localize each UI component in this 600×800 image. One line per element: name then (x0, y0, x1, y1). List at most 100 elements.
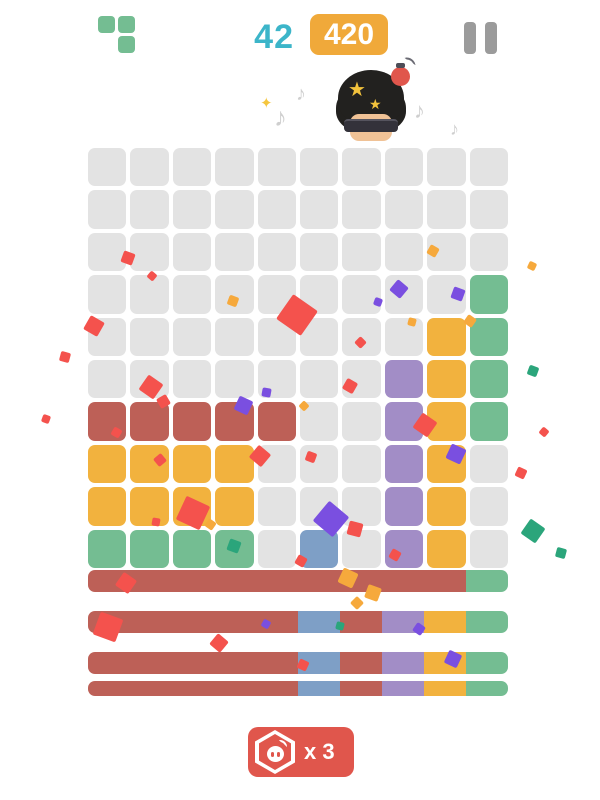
board-cell[interactable] (384, 317, 424, 356)
board-cell[interactable] (172, 190, 212, 229)
board-cell[interactable] (342, 232, 381, 272)
board-cell[interactable] (88, 487, 127, 526)
board-cell[interactable] (469, 317, 508, 356)
board-cell[interactable] (342, 444, 381, 484)
pause-button[interactable] (464, 22, 497, 54)
board-cell[interactable] (384, 487, 424, 526)
board-cell[interactable] (469, 148, 508, 187)
board-cell[interactable] (384, 359, 424, 399)
board-cell[interactable] (427, 359, 466, 399)
board-cell[interactable] (384, 190, 424, 229)
board-cell[interactable] (342, 275, 381, 314)
board-cell[interactable] (342, 148, 381, 187)
board-cell[interactable] (384, 529, 424, 568)
board-cell[interactable] (469, 487, 508, 526)
board-cell[interactable] (172, 402, 212, 441)
board-cell[interactable] (130, 232, 169, 272)
pause-icon (485, 22, 497, 54)
board-cell[interactable] (427, 529, 466, 568)
clearing-row-bar (88, 570, 508, 592)
board-cell[interactable] (88, 402, 127, 441)
board-cell[interactable] (342, 190, 381, 229)
board-cell[interactable] (469, 232, 508, 272)
board-cell[interactable] (215, 487, 254, 526)
board-cell[interactable] (88, 529, 127, 568)
board-cell[interactable] (469, 529, 508, 568)
board-cell[interactable] (469, 402, 508, 441)
board-cell[interactable] (384, 275, 424, 314)
board-cell[interactable] (257, 402, 296, 441)
clearing-row-segment (88, 652, 298, 674)
board-cell[interactable] (172, 275, 212, 314)
board-cell[interactable] (88, 275, 127, 314)
board-cell[interactable] (172, 444, 212, 484)
clearing-row-segment (466, 652, 508, 674)
board-cell[interactable] (130, 317, 169, 356)
board-cell[interactable] (469, 190, 508, 229)
board-cell[interactable] (215, 148, 254, 187)
board-cell[interactable] (88, 148, 127, 187)
board-cell[interactable] (299, 444, 339, 484)
bomb-character-icon (266, 739, 287, 762)
game-board[interactable] (88, 148, 508, 568)
board-cell[interactable] (257, 232, 296, 272)
board-cell[interactable] (469, 359, 508, 399)
board-cell[interactable] (130, 275, 169, 314)
board-cell[interactable] (427, 487, 466, 526)
board-cell[interactable] (342, 402, 381, 441)
bomb-eye (276, 751, 280, 757)
board-cell[interactable] (257, 529, 296, 568)
star-icon: ★ (369, 96, 382, 112)
board-cell[interactable] (215, 444, 254, 484)
board-cell[interactable] (257, 190, 296, 229)
board-cell[interactable] (130, 487, 169, 526)
board-cell[interactable] (172, 359, 212, 399)
board-cell[interactable] (88, 232, 127, 272)
board-cell[interactable] (130, 529, 169, 568)
star-icon: ★ (348, 79, 366, 101)
board-cell[interactable] (257, 487, 296, 526)
board-cell[interactable] (215, 275, 254, 314)
board-cell[interactable] (427, 317, 466, 356)
board-cell[interactable] (215, 359, 254, 399)
clearing-row-bar (88, 681, 508, 696)
board-cell[interactable] (172, 148, 212, 187)
bomb-count-label: x 3 (304, 739, 335, 764)
board-cell[interactable] (215, 232, 254, 272)
board-cell[interactable] (215, 190, 254, 229)
board-cell[interactable] (257, 148, 296, 187)
board-cell[interactable] (172, 232, 212, 272)
clearing-row-segment (466, 681, 508, 696)
board-cell[interactable] (342, 529, 381, 568)
board-cell[interactable] (130, 148, 169, 187)
board-cell[interactable] (299, 148, 339, 187)
next-piece-cell (98, 16, 115, 33)
board-cell[interactable] (88, 359, 127, 399)
board-cell[interactable] (427, 148, 466, 187)
board-cell[interactable] (130, 190, 169, 229)
clearing-row-segment (382, 681, 424, 696)
board-cell[interactable] (469, 444, 508, 484)
board-cell[interactable] (384, 148, 424, 187)
board-cell[interactable] (469, 275, 508, 314)
confetti-particle (58, 350, 72, 364)
board-cell[interactable] (427, 190, 466, 229)
board-cell[interactable] (299, 359, 339, 399)
confetti-particle (554, 546, 568, 560)
bomb-powerup-button[interactable]: x 3 (248, 727, 354, 777)
board-cell[interactable] (172, 529, 212, 568)
board-cell[interactable] (299, 232, 339, 272)
clearing-row-segment (88, 611, 298, 633)
board-cell[interactable] (130, 402, 169, 441)
confetti-particle (209, 633, 229, 653)
board-cell[interactable] (342, 487, 381, 526)
board-cell[interactable] (215, 317, 254, 356)
board-cell[interactable] (88, 444, 127, 484)
bomb-fuse-icon (278, 739, 287, 747)
board-cell[interactable] (384, 444, 424, 484)
board-cell[interactable] (172, 317, 212, 356)
board-cell[interactable] (88, 190, 127, 229)
confetti-particle (514, 466, 528, 480)
board-cell[interactable] (384, 232, 424, 272)
board-cell[interactable] (299, 190, 339, 229)
